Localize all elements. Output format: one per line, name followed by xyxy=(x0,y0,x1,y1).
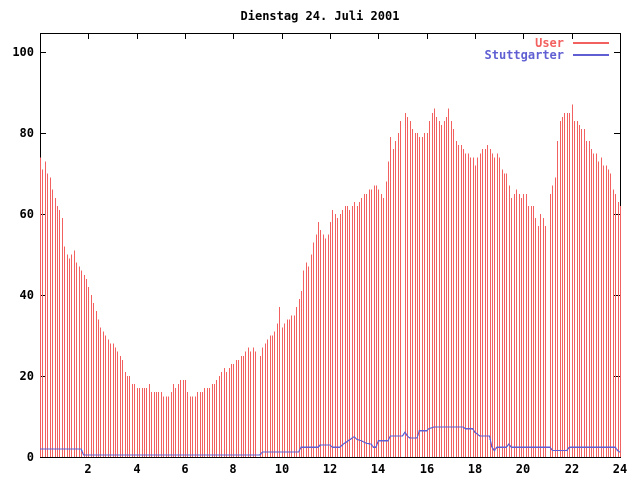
y-axis-label-0: 0 xyxy=(26,450,34,464)
x-axis-label-18: 18 xyxy=(467,462,483,476)
legend-user-label: User xyxy=(535,36,564,50)
x-axis-label-24: 24 xyxy=(612,462,628,476)
x-axis-label-10: 10 xyxy=(274,462,290,476)
user-bars xyxy=(40,104,621,457)
y-axis-label-60: 60 xyxy=(19,207,34,221)
x-axis-label-4: 4 xyxy=(133,462,141,476)
legend: User Stuttgarter xyxy=(484,36,609,62)
y-axis-label-100: 100 xyxy=(12,45,34,59)
legend-row-stuttgarter: Stuttgarter xyxy=(484,48,609,62)
x-axis-label-20: 20 xyxy=(515,462,531,476)
x-axis-label-12: 12 xyxy=(322,462,338,476)
y-axis-label-40: 40 xyxy=(19,288,34,302)
x-axis-label-6: 6 xyxy=(181,462,189,476)
y-axis-label-20: 20 xyxy=(19,369,34,383)
x-axis-label-14: 14 xyxy=(370,462,386,476)
x-axis-label-16: 16 xyxy=(419,462,435,476)
x-axis-label-22: 22 xyxy=(564,462,580,476)
legend-row-user: User xyxy=(485,36,609,50)
chart-title: Dienstag 24. Juli 2001 xyxy=(240,9,400,23)
stuttgarter-line xyxy=(40,426,621,456)
y-axis-label-80: 80 xyxy=(19,126,34,140)
x-axis-label-2: 2 xyxy=(84,462,92,476)
x-axis-label-8: 8 xyxy=(229,462,237,476)
legend-stuttgarter-label: Stuttgarter xyxy=(484,48,564,62)
legend-stuttgarter-line-sample xyxy=(573,54,609,56)
legend-user-line-sample xyxy=(573,42,609,44)
